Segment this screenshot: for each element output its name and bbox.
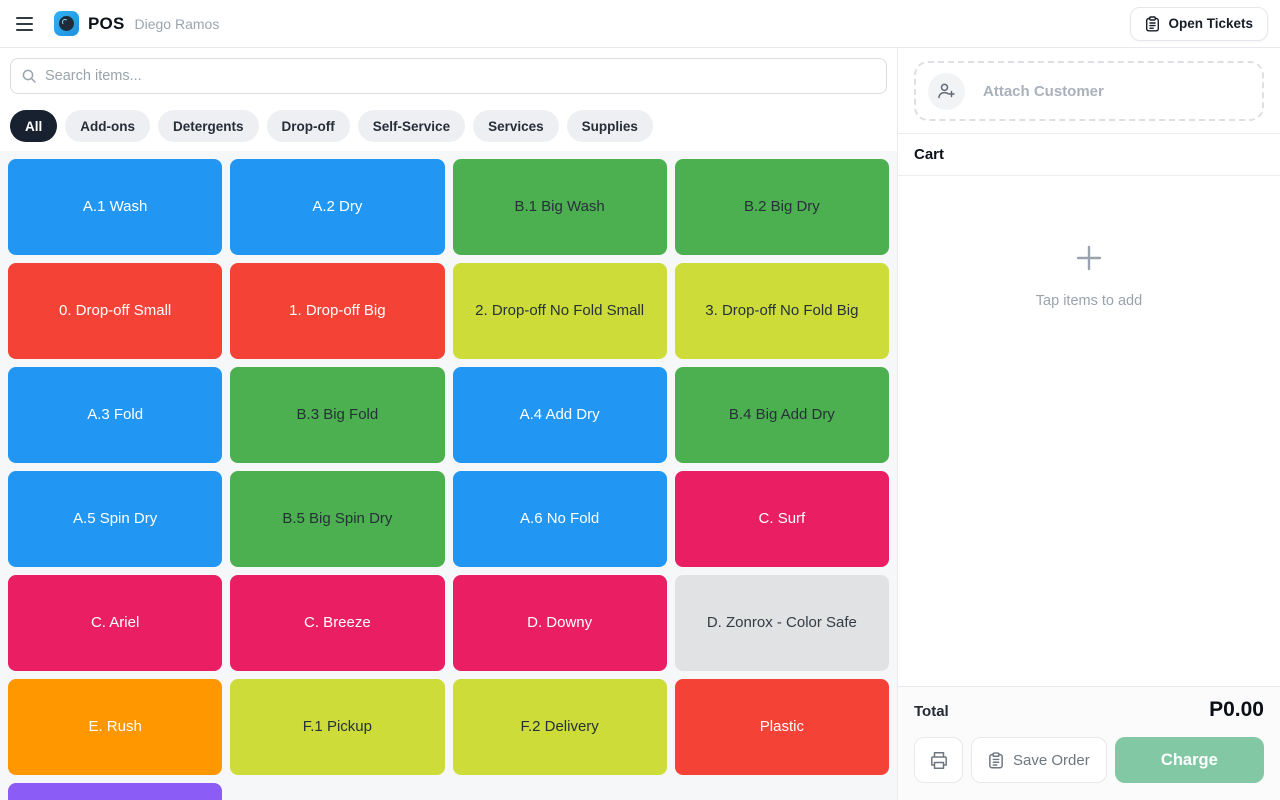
item-tile-1-drop-off-big[interactable]: 1. Drop-off Big xyxy=(230,263,445,359)
save-order-button[interactable]: Save Order xyxy=(971,737,1107,783)
category-chip-supplies[interactable]: Supplies xyxy=(566,110,653,142)
category-chip-detergents[interactable]: Detergents xyxy=(158,110,259,142)
cart-panel: Attach Customer Cart Tap items to add To… xyxy=(897,48,1280,800)
item-tile-c-breeze[interactable]: C. Breeze xyxy=(230,575,445,671)
item-tile-a-1-wash[interactable]: A.1 Wash xyxy=(8,159,223,255)
cart-title: Cart xyxy=(914,146,945,163)
save-clipboard-icon xyxy=(988,751,1004,769)
item-tile-plastic[interactable]: Plastic xyxy=(674,679,889,775)
item-tile-b-5-big-spin-dry[interactable]: B.5 Big Spin Dry xyxy=(230,471,445,567)
item-tile-a-4-add-dry[interactable]: A.4 Add Dry xyxy=(452,367,667,463)
attach-customer-button[interactable]: Attach Customer xyxy=(914,61,1264,121)
search-input[interactable] xyxy=(45,68,876,84)
item-tile-blank[interactable] xyxy=(8,783,223,800)
item-tile-f-1-pickup[interactable]: F.1 Pickup xyxy=(230,679,445,775)
item-tile-e-rush[interactable]: E. Rush xyxy=(8,679,223,775)
user-name: Diego Ramos xyxy=(134,15,220,32)
item-tile-b-2-big-dry[interactable]: B.2 Big Dry xyxy=(674,159,889,255)
item-tile-d-zonrox-color-safe[interactable]: D. Zonrox - Color Safe xyxy=(674,575,889,671)
app-title: POS xyxy=(88,13,125,33)
top-bar: POS Diego Ramos Open Tickets xyxy=(0,0,1280,48)
total-amount: P0.00 xyxy=(1209,698,1264,721)
item-tile-2-drop-off-no-fold-small[interactable]: 2. Drop-off No Fold Small xyxy=(452,263,667,359)
category-chip-services[interactable]: Services xyxy=(473,110,559,142)
item-tile-f-2-delivery[interactable]: F.2 Delivery xyxy=(452,679,667,775)
hamburger-menu-icon[interactable] xyxy=(16,12,40,36)
items-grid: A.1 Wash A.2 Dry B.1 Big Wash B.2 Big Dry 0.… xyxy=(0,151,897,800)
app-logo-icon xyxy=(54,11,79,36)
item-tile-0-drop-off-small[interactable]: 0. Drop-off Small xyxy=(8,263,223,359)
printer-icon xyxy=(929,751,949,770)
item-tile-a-5-spin-dry[interactable]: A.5 Spin Dry xyxy=(8,471,223,567)
item-tile-a-6-no-fold[interactable]: A.6 No Fold xyxy=(452,471,667,567)
category-filter-bar: All Add-ons Detergents Drop-off Self-Service… xyxy=(0,110,897,142)
person-plus-icon xyxy=(928,72,965,110)
category-chip-drop-off[interactable]: Drop-off xyxy=(266,110,350,142)
item-tile-a-2-dry[interactable]: A.2 Dry xyxy=(230,159,445,255)
items-grid-area: A.1 Wash A.2 Dry B.1 Big Wash B.2 Big Dry 0.… xyxy=(0,151,897,800)
search-icon xyxy=(21,68,45,84)
cart-footer: Total P0.00 xyxy=(898,686,1280,800)
item-tile-d-downy[interactable]: D. Downy xyxy=(452,575,667,671)
total-label: Total xyxy=(914,703,949,720)
catalog-panel: AllAdd-onsDetergentsDrop-offSelf-Service… xyxy=(0,48,897,800)
item-tile-b-4-big-add-dry[interactable]: B.4 Big Add Dry xyxy=(674,367,889,463)
category-chip-all[interactable]: All xyxy=(10,110,58,142)
tickets-clipboard-icon xyxy=(1145,15,1160,32)
cart-empty-state: Tap items to add xyxy=(898,176,1280,686)
open-tickets-button[interactable]: Open Tickets xyxy=(1130,6,1268,41)
item-tile-c-surf[interactable]: C. Surf xyxy=(674,471,889,567)
empty-cart-hint: Tap items to add xyxy=(1035,293,1143,309)
item-tile-a-3-fold[interactable]: A.3 Fold xyxy=(8,367,223,463)
charge-button[interactable]: Charge xyxy=(1114,737,1264,783)
item-tile-b-3-big-fold[interactable]: B.3 Big Fold xyxy=(230,367,445,463)
search-box xyxy=(10,58,887,94)
item-tile-3-drop-off-no-fold-big[interactable]: 3. Drop-off No Fold Big xyxy=(674,263,889,359)
item-tile-c-ariel[interactable]: C. Ariel xyxy=(8,575,223,671)
category-chip-add-ons[interactable]: Add-ons xyxy=(65,110,151,142)
item-tile-b-1-big-wash[interactable]: B.1 Big Wash xyxy=(452,159,667,255)
plus-icon xyxy=(1074,243,1104,273)
print-button[interactable] xyxy=(914,737,963,783)
category-chip-self-service[interactable]: Self-Service xyxy=(357,110,466,142)
